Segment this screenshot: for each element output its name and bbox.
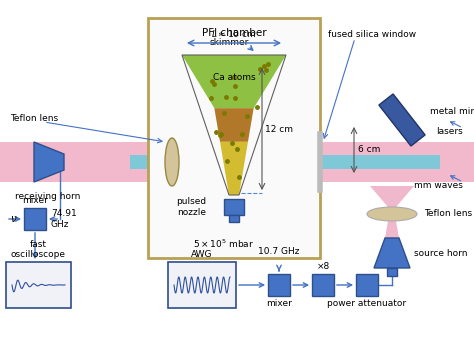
Bar (24, 208, 46, 230)
Text: lasers: lasers (436, 127, 463, 137)
Bar (356, 274, 378, 296)
Ellipse shape (367, 207, 417, 221)
Text: skimmer: skimmer (210, 38, 249, 47)
Text: PFI chamber: PFI chamber (202, 28, 266, 38)
Text: source horn: source horn (414, 249, 467, 258)
Text: $L \approx 10$ cm: $L \approx 10$ cm (211, 28, 256, 39)
Polygon shape (214, 108, 254, 142)
Bar (168, 262, 236, 308)
Text: metal mirror: metal mirror (430, 107, 474, 117)
Text: Teflon lens: Teflon lens (10, 114, 58, 123)
Polygon shape (385, 221, 399, 238)
Text: receiving horn: receiving horn (15, 192, 81, 201)
Text: $\nu$: $\nu$ (10, 214, 18, 224)
Bar (0, 142, 474, 182)
Polygon shape (374, 238, 410, 268)
Ellipse shape (165, 138, 179, 186)
Bar (387, 268, 397, 276)
Text: fast
oscilloscope: fast oscilloscope (11, 240, 66, 259)
Bar (268, 274, 290, 296)
Text: Ca atoms: Ca atoms (213, 73, 255, 82)
Bar (148, 18, 320, 258)
Bar (130, 155, 440, 169)
Polygon shape (220, 142, 248, 195)
Polygon shape (370, 186, 414, 207)
Text: 6 cm: 6 cm (358, 145, 380, 155)
Text: 10.7 GHz: 10.7 GHz (258, 247, 300, 256)
Text: AWG: AWG (191, 250, 213, 259)
Polygon shape (379, 94, 425, 146)
Text: mm waves: mm waves (414, 181, 463, 189)
Text: power attenuator: power attenuator (328, 299, 407, 308)
Polygon shape (182, 55, 286, 108)
Text: Teflon lens: Teflon lens (424, 209, 472, 219)
Text: ×8: ×8 (316, 262, 329, 271)
Bar (312, 274, 334, 296)
Text: fused silica window: fused silica window (328, 30, 416, 39)
Text: pulsed
nozzle: pulsed nozzle (176, 197, 206, 217)
Text: 74.91
GHz: 74.91 GHz (51, 209, 77, 229)
Text: mixer: mixer (266, 299, 292, 308)
Bar (6, 262, 71, 308)
Bar (229, 215, 239, 222)
Polygon shape (34, 142, 64, 182)
Text: $5 \times 10^5$ mbar: $5 \times 10^5$ mbar (193, 238, 255, 250)
Text: 12 cm: 12 cm (265, 125, 293, 133)
Text: mixer: mixer (22, 196, 48, 205)
Bar (224, 199, 244, 215)
